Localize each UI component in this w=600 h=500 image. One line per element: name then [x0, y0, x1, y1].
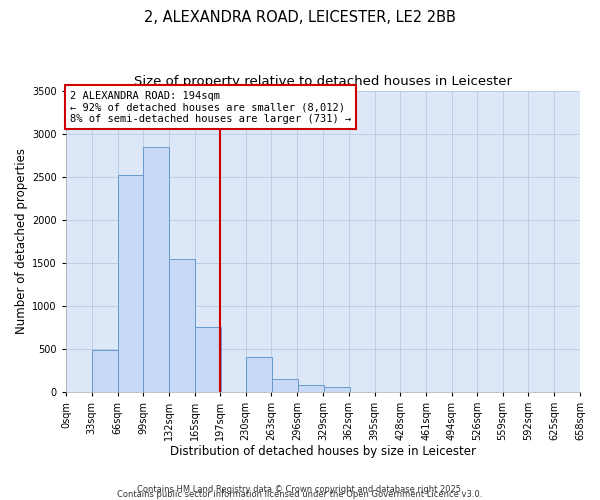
Bar [143, 148, 169, 392]
Text: Contains public sector information licensed under the Open Government Licence v3: Contains public sector information licen… [118, 490, 482, 499]
Bar [92, 350, 118, 392]
Bar [195, 328, 221, 392]
Text: 2 ALEXANDRA ROAD: 194sqm
← 92% of detached houses are smaller (8,012)
8% of semi: 2 ALEXANDRA ROAD: 194sqm ← 92% of detach… [70, 90, 351, 124]
Bar [272, 378, 298, 392]
Bar [324, 387, 350, 392]
X-axis label: Distribution of detached houses by size in Leicester: Distribution of detached houses by size … [170, 444, 476, 458]
Title: Size of property relative to detached houses in Leicester: Size of property relative to detached ho… [134, 75, 512, 88]
Y-axis label: Number of detached properties: Number of detached properties [15, 148, 28, 334]
Bar [169, 260, 195, 392]
Text: 2, ALEXANDRA ROAD, LEICESTER, LE2 2BB: 2, ALEXANDRA ROAD, LEICESTER, LE2 2BB [144, 10, 456, 25]
Bar [118, 175, 143, 392]
Bar [247, 358, 272, 392]
Bar [298, 385, 324, 392]
Text: Contains HM Land Registry data © Crown copyright and database right 2025.: Contains HM Land Registry data © Crown c… [137, 484, 463, 494]
